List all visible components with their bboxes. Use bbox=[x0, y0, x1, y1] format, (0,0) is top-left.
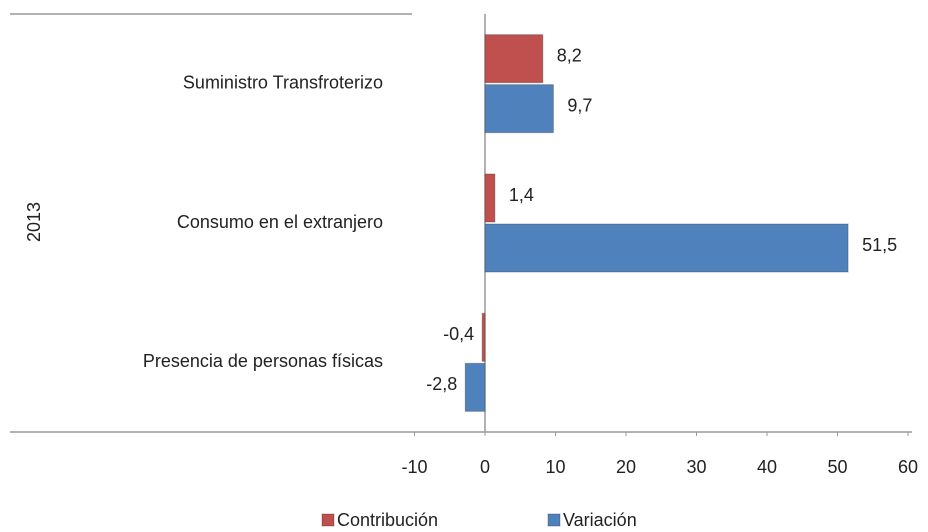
bar bbox=[484, 223, 849, 273]
x-tick-label: 10 bbox=[545, 457, 565, 477]
x-tick-label: 0 bbox=[480, 457, 490, 477]
data-label: -0,4 bbox=[443, 324, 474, 344]
bar bbox=[484, 173, 496, 223]
data-label: 1,4 bbox=[509, 185, 534, 205]
bar bbox=[464, 362, 486, 412]
x-tick-label: 20 bbox=[616, 457, 636, 477]
data-label: 9,7 bbox=[567, 95, 592, 115]
category-label: Consumo en el extranjero bbox=[177, 212, 383, 232]
x-tick-label: 30 bbox=[686, 457, 706, 477]
x-tick-label: 60 bbox=[898, 457, 918, 477]
data-label: -2,8 bbox=[426, 374, 457, 394]
x-tick-label: 40 bbox=[757, 457, 777, 477]
legend-swatch bbox=[321, 513, 335, 527]
legend-swatch bbox=[547, 513, 561, 527]
x-tick-label: 50 bbox=[827, 457, 847, 477]
bar bbox=[484, 34, 544, 84]
bar bbox=[484, 84, 554, 134]
data-label: 8,2 bbox=[557, 45, 582, 65]
legend-label: Variación bbox=[563, 510, 637, 530]
x-tick-label: -10 bbox=[401, 457, 427, 477]
data-label: 51,5 bbox=[862, 235, 897, 255]
legend-label: Contribución bbox=[337, 510, 438, 530]
group-label: 2013 bbox=[24, 202, 44, 242]
category-label: Suministro Transfroterizo bbox=[183, 72, 383, 92]
bar bbox=[481, 312, 486, 362]
category-label: Presencia de personas físicas bbox=[143, 351, 383, 371]
